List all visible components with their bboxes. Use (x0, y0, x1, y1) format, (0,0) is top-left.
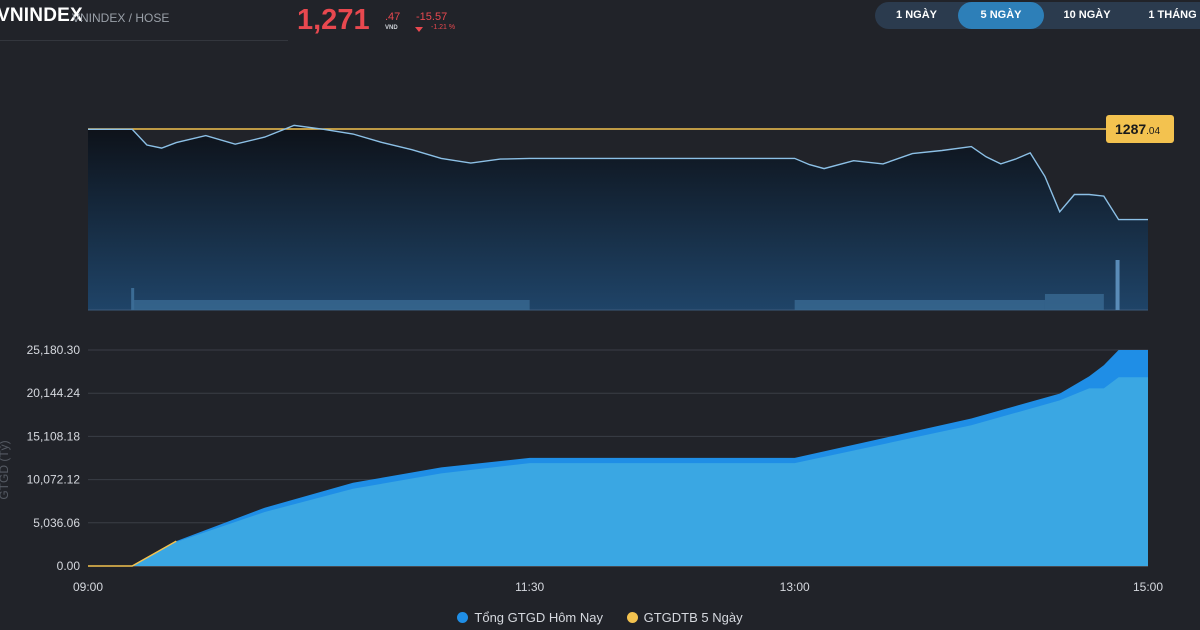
y-tick-label-4: 20,144.24 (27, 386, 81, 400)
range-selector: 1 NGÀY 5 NGÀY 10 NGÀY 1 THÁNG (875, 2, 1200, 29)
exchange-label: VNINDEX / HOSE (72, 11, 170, 25)
down-arrow-icon (415, 27, 423, 32)
price-area (88, 125, 1148, 311)
y-axis-label: GTGD (Tỷ) (0, 440, 11, 499)
header: VNINDEX VNINDEX / HOSE 1,271 .47 VND -15… (0, 0, 1200, 42)
price-line (88, 124, 1148, 221)
x-tick-label-2: 13:00 (780, 580, 810, 594)
range-10-days-button[interactable]: 10 NGÀY (1063, 9, 1111, 21)
y-tick-label-5: 25,180.30 (27, 343, 81, 357)
change-percent: -1.21 % (431, 24, 456, 31)
legend-item-5-day-avg[interactable]: GTGDTB 5 Ngày (626, 610, 743, 625)
symbol-name: VNINDEX (0, 5, 83, 26)
chart-legend: Tổng GTGD Hôm Nay GTGDTB 5 Ngày (0, 610, 1200, 630)
volume-block-1 (794, 300, 1045, 310)
trading-value-chart: 0.00 5,036.06 10,072.12 15,108.18 20,144.24 2… (0, 343, 1163, 594)
y-tick-label-1: 5,036.06 (33, 516, 80, 530)
y-tick-label-0: 0.00 (57, 559, 81, 573)
x-tick-label-3: 15:00 (1133, 580, 1163, 594)
y-tick-label-2: 10,072.12 (27, 473, 81, 487)
range-5-days-button[interactable]: 5 NGÀY (958, 2, 1044, 29)
x-tick-label-1: 11:30 (515, 580, 544, 594)
price-integer: 1,271 (297, 4, 370, 36)
range-1-month-button[interactable]: 1 THÁNG (1148, 9, 1197, 21)
volume-spike-open (131, 288, 135, 310)
price-decimal: .47 (385, 11, 401, 23)
value-area-series-1 (88, 377, 1148, 566)
volume-bars (131, 260, 1120, 310)
legend-marker-today (457, 612, 469, 623)
reference-badge (1106, 114, 1174, 143)
reference-value: 1287.04 (1115, 121, 1160, 137)
y-tick-label-3: 15,108.18 (27, 429, 81, 443)
range-1-day-button[interactable]: 1 NGÀY (896, 9, 937, 21)
volume-spike-close (1115, 260, 1120, 310)
x-tick-label-0: 09:00 (73, 580, 103, 594)
change-absolute: -15.57 (416, 11, 448, 23)
legend-item-today[interactable]: Tổng GTGD Hôm Nay (457, 610, 603, 625)
volume-block-0 (132, 300, 530, 310)
volume-block-2 (1044, 294, 1104, 310)
currency-label: VND (385, 25, 398, 31)
chart-canvas: 1287.04 0.00 5,036.06 10,072.12 15,108.18 20… (0, 114, 1174, 594)
symbol-block: VNINDEX VNINDEX / HOSE (0, 0, 288, 41)
legend-label-5-day-avg: GTGDTB 5 Ngày (643, 610, 743, 625)
legend-label-today: Tổng GTGD Hôm Nay (474, 610, 603, 625)
price-chart: 1287.04 (88, 114, 1174, 311)
legend-marker-5-day-avg (626, 612, 638, 623)
value-line-5-day-avg (88, 540, 177, 567)
